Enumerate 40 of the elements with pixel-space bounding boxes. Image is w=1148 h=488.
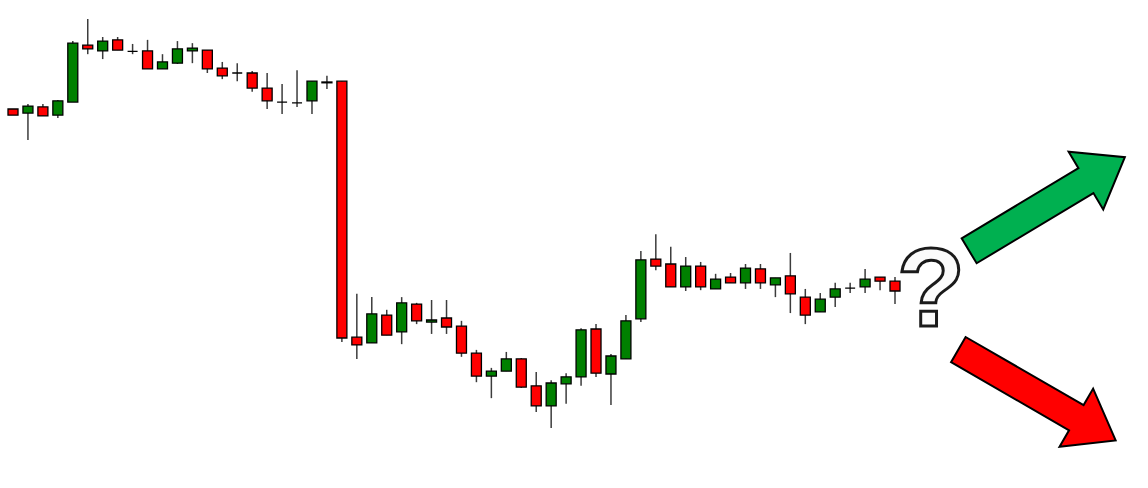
candlestick (351, 293, 363, 360)
candlestick (246, 70, 258, 93)
candlestick (829, 282, 841, 308)
candlestick (82, 18, 94, 55)
candlestick (231, 62, 243, 82)
candlestick (485, 367, 498, 399)
candlestick (739, 263, 752, 290)
candlestick (799, 288, 811, 325)
candlestick (440, 299, 453, 335)
candlestick (291, 69, 303, 108)
candlestick (605, 353, 617, 406)
candlestick (754, 263, 767, 290)
candlestick (97, 36, 109, 60)
candlestick (470, 349, 483, 383)
annotation: ? (896, 225, 966, 350)
candlestick (141, 39, 154, 70)
candlestick (889, 276, 901, 305)
candlestick (500, 351, 512, 372)
candlestick (784, 252, 797, 314)
candlestick (201, 49, 213, 74)
candlestick (665, 246, 677, 288)
candlestick (381, 309, 393, 336)
candlestick (321, 75, 333, 90)
candlestick (545, 379, 557, 429)
candlestick (680, 256, 692, 292)
candlestick (261, 72, 273, 110)
candlestick (22, 103, 34, 141)
candlestick (306, 80, 318, 115)
candlestick (859, 268, 871, 294)
candlestick (186, 42, 199, 64)
candlestick (276, 83, 288, 115)
candlestick (171, 40, 184, 65)
candlestick (530, 371, 542, 413)
candlestick (650, 233, 662, 271)
candlestick (695, 261, 707, 291)
candlestick (844, 282, 856, 294)
candlestick (814, 292, 826, 313)
candlestick (769, 277, 782, 298)
candlestick (425, 299, 438, 335)
candlestick (560, 372, 572, 405)
